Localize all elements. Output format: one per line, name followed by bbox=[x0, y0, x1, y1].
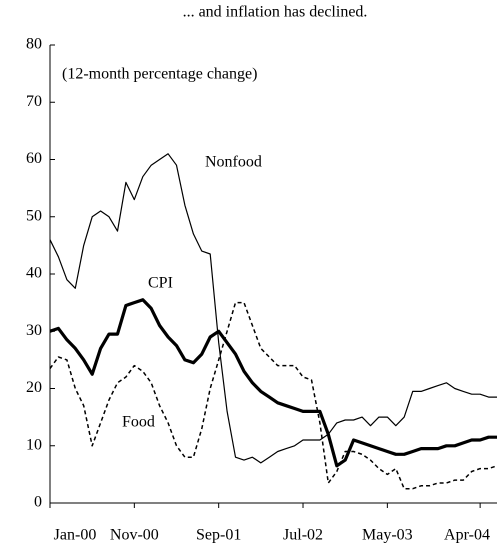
series-line bbox=[49, 298, 497, 468]
x-tick-label: Sep-01 bbox=[196, 527, 241, 544]
y-tick-label: 60 bbox=[26, 150, 42, 167]
y-tick-label: 20 bbox=[26, 379, 42, 396]
series-line bbox=[49, 153, 497, 464]
y-tick-label: 30 bbox=[26, 322, 42, 339]
annotation: (12-month percentage change) bbox=[62, 66, 257, 83]
y-tick-label: 0 bbox=[34, 494, 42, 511]
x-tick-label: Jul-02 bbox=[283, 527, 323, 544]
y-tick-label: 40 bbox=[26, 265, 42, 282]
series-label: Food bbox=[122, 414, 155, 431]
chart-title: ... and inflation has declined. bbox=[183, 4, 368, 21]
y-tick-label: 50 bbox=[26, 207, 42, 224]
x-tick-label: Nov-00 bbox=[110, 527, 159, 544]
y-tick-label: 10 bbox=[26, 436, 42, 453]
y-tick-label: 70 bbox=[26, 93, 42, 110]
series-label: Nonfood bbox=[205, 154, 262, 171]
x-tick-label: May-03 bbox=[362, 527, 413, 544]
x-tick-label: Apr-04 bbox=[444, 527, 490, 544]
series-line bbox=[49, 301, 498, 490]
y-tick-label: 80 bbox=[26, 36, 42, 53]
series-label: CPI bbox=[148, 275, 173, 292]
x-tick-label: Jan-00 bbox=[54, 527, 97, 544]
